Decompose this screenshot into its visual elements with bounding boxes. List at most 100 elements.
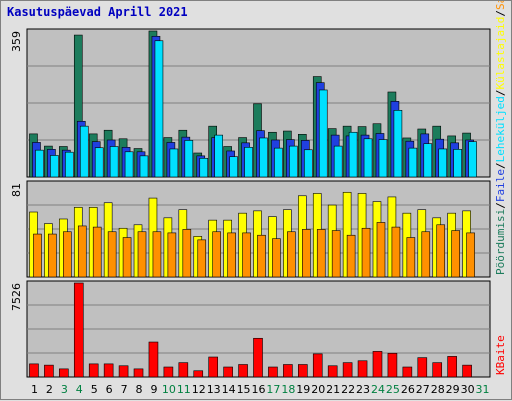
x-tick-8: 8: [136, 383, 143, 396]
x-tick-16: 16: [252, 383, 266, 396]
x-tick-13: 13: [207, 383, 221, 396]
bar-middle-Saite-12: [197, 239, 207, 278]
bar-bottom-KBaite-21: [327, 365, 338, 378]
bar-bottom-KBaite-1: [29, 363, 39, 378]
bar-bottom-KBaite-28: [432, 362, 443, 378]
x-tick-27: 27: [416, 383, 430, 396]
bar-top-Leheküljed-19: [304, 149, 313, 178]
x-tick-10: 10: [162, 383, 176, 396]
bar-bottom-KBaite-4: [73, 282, 84, 378]
chart-title: Kasutuspäevad Aprill 2021: [7, 5, 188, 19]
bar-middle-Saite-10: [167, 232, 177, 278]
bar-top-Leheküljed-12: [199, 157, 209, 178]
bar-middle-Saite-3: [63, 231, 72, 278]
x-tick-15: 15: [237, 383, 251, 396]
legend-item-top-7: /: [494, 10, 507, 17]
x-tick-11: 11: [177, 383, 191, 396]
bar-top-Leheküljed-14: [229, 156, 238, 178]
x-tick-12: 12: [192, 383, 206, 396]
bar-middle-Saite-17: [272, 238, 281, 278]
bar-middle-Saite-30: [466, 232, 475, 278]
bar-top-Leheküljed-9: [154, 40, 164, 178]
bar-top-Leheküljed-29: [453, 149, 462, 178]
legend-item-top-2: Faile: [494, 169, 507, 202]
bar-top-Leheküljed-8: [139, 155, 149, 178]
x-tick-22: 22: [341, 383, 355, 396]
bar-middle-Saite-7: [122, 237, 132, 278]
x-tick-18: 18: [281, 383, 295, 396]
bar-top-Leheküljed-27: [423, 143, 433, 178]
bar-top-Leheküljed-21: [333, 145, 343, 178]
bar-middle-Saite-27: [421, 231, 431, 278]
bar-bottom-KBaite-16: [253, 337, 263, 378]
bar-bottom-KBaite-10: [163, 366, 174, 378]
bar-top-Leheküljed-15: [244, 147, 253, 178]
bar-bottom-KBaite-8: [133, 368, 144, 378]
bar-middle-Saite-11: [182, 229, 192, 278]
legend-item-top-5: /: [494, 90, 507, 97]
bar-bottom-KBaite-23: [357, 360, 368, 378]
legend-item-top-6: Külastajaid: [494, 17, 507, 90]
bar-middle-Saite-20: [316, 229, 326, 278]
bar-bottom-KBaite-30: [462, 364, 472, 378]
x-tick-4: 4: [76, 383, 83, 396]
bar-top-Leheküljed-22: [348, 131, 358, 178]
bar-middle-Saite-22: [346, 234, 356, 278]
bar-bottom-KBaite-20: [312, 353, 323, 378]
ymax-label-bottom: 7526: [10, 283, 23, 311]
bar-top-Leheküljed-24: [378, 139, 388, 178]
x-tick-21: 21: [326, 383, 340, 396]
bar-top-Leheküljed-7: [124, 151, 134, 178]
bar-bottom-KBaite-12: [193, 370, 204, 378]
bar-middle-Saite-21: [331, 230, 341, 278]
ymax-label-top: 359: [10, 31, 23, 52]
bar-top-Leheküljed-26: [408, 147, 418, 178]
bar-top-Leheküljed-20: [318, 89, 328, 178]
bar-middle-Saite-9: [152, 231, 162, 278]
bar-top-Leheküljed-23: [363, 138, 373, 178]
x-tick-5: 5: [91, 383, 98, 396]
bar-top-Leheküljed-2: [50, 155, 59, 178]
bar-middle-Saite-14: [227, 232, 236, 278]
x-tick-31: 31: [476, 383, 490, 396]
bar-middle-Saite-23: [361, 227, 371, 278]
legend-bottom: KBaite: [494, 335, 507, 375]
legend-item-bottom-0: KBaite: [494, 335, 507, 375]
bar-bottom-KBaite-24: [372, 351, 383, 378]
x-tick-20: 20: [311, 383, 325, 396]
bar-middle-Saite-26: [406, 237, 416, 278]
bar-middle-Saite-18: [287, 231, 296, 278]
x-tick-9: 9: [150, 383, 157, 396]
x-tick-14: 14: [222, 383, 236, 396]
bar-middle-Saite-1: [33, 233, 42, 278]
legend-item-top-8: Saite: [494, 1, 507, 10]
legend-top: Pöördumisi/Faile/Leheküljed/Külastajaid/…: [494, 1, 507, 275]
bar-middle-Saite-16: [257, 234, 266, 278]
bar-bottom-KBaite-11: [178, 362, 189, 378]
bar-top-Leheküljed-16: [259, 137, 268, 178]
bar-bottom-KBaite-7: [118, 365, 129, 378]
bar-top-Leheküljed-11: [184, 140, 194, 178]
bar-middle-Saite-15: [242, 232, 251, 278]
bar-bottom-KBaite-5: [88, 363, 99, 378]
x-tick-29: 29: [446, 383, 460, 396]
ymax-label-middle: 81: [10, 183, 23, 197]
bar-top-Leheküljed-4: [79, 125, 89, 178]
bar-middle-Saite-6: [107, 231, 117, 278]
bar-top-Leheküljed-30: [468, 141, 477, 178]
legend-item-top-0: Pöördumisi: [494, 209, 507, 275]
legend-item-top-4: Leheküljed: [494, 96, 507, 162]
bar-bottom-KBaite-2: [44, 364, 54, 378]
bar-middle-Saite-19: [302, 229, 311, 278]
bar-bottom-KBaite-25: [387, 352, 398, 378]
bar-bottom-KBaite-13: [208, 356, 218, 378]
bar-bottom-KBaite-22: [342, 362, 353, 378]
x-tick-28: 28: [431, 383, 445, 396]
bar-middle-Saite-5: [92, 226, 102, 278]
bar-top-Leheküljed-13: [214, 134, 223, 178]
bar-bottom-KBaite-26: [402, 366, 413, 378]
bar-top-Leheküljed-6: [109, 146, 119, 178]
bar-top-Leheküljed-17: [274, 147, 283, 178]
